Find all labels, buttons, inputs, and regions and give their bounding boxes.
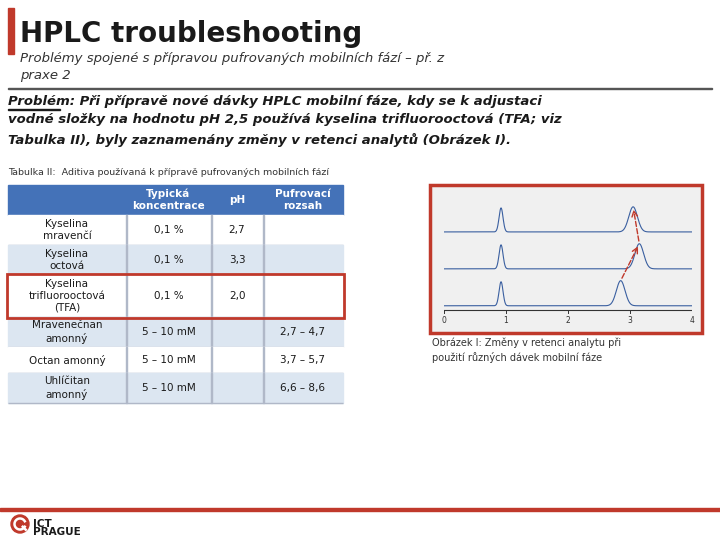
Text: Typická
koncentrace: Typická koncentrace [132, 189, 205, 211]
Bar [8, 109, 60, 110]
Text: Kyselina
octová: Kyselina octová [45, 249, 89, 271]
Text: 0,1 %: 0,1 % [153, 255, 184, 265]
Bar [430, 185, 702, 333]
Bar [8, 245, 343, 275]
Bar [8, 347, 343, 373]
Bar [430, 185, 702, 333]
Text: ICT: ICT [33, 519, 52, 529]
Bar [0, 508, 720, 510]
Text: 5 – 10 mM: 5 – 10 mM [142, 383, 195, 393]
Text: Problémy spojené s přípravou pufrovaných mobilních fází – př. z
praxe 2: Problémy spojené s přípravou pufrovaných… [20, 52, 444, 83]
Bar [8, 275, 343, 317]
Text: Kyselina
trifluorooctová
(TFA): Kyselina trifluorooctová (TFA) [29, 279, 105, 313]
Text: 3,3: 3,3 [229, 255, 246, 265]
Text: 6,6 – 8,6: 6,6 – 8,6 [281, 383, 325, 393]
Text: pH: pH [229, 195, 245, 205]
Text: Obrázek I: Změny v retenci analytu při
použití různých dávek mobilní fáze: Obrázek I: Změny v retenci analytu při p… [432, 338, 621, 363]
Text: 5 – 10 mM: 5 – 10 mM [142, 327, 195, 337]
Text: 3: 3 [628, 316, 632, 325]
Bar [8, 88, 712, 89]
Text: Pufrovací
rozsah: Pufrovací rozsah [275, 189, 331, 211]
Text: HPLC troubleshooting: HPLC troubleshooting [20, 20, 362, 48]
Circle shape [11, 515, 29, 533]
Text: Tabulka II:  Aditiva používaná k přípravě pufrovaných mobilních fází: Tabulka II: Aditiva používaná k přípravě… [8, 168, 329, 177]
Text: 3,7 – 5,7: 3,7 – 5,7 [281, 355, 325, 365]
Text: 2: 2 [566, 316, 570, 325]
Bar [8, 8, 14, 54]
Bar [7, 274, 344, 318]
Text: Kyselina
mravenčí: Kyselina mravenčí [42, 219, 91, 241]
Text: Mravenečnan
amonný: Mravenečnan amonný [32, 320, 102, 343]
Text: Uhlíčitan
amonný: Uhlíčitan amonný [44, 376, 90, 400]
Bar [8, 185, 343, 215]
Text: Problém: Při přípravě nové dávky HPLC mobilní fáze, kdy se k adjustaci
vodné slo: Problém: Při přípravě nové dávky HPLC mo… [8, 95, 562, 146]
Text: 2,7: 2,7 [229, 225, 246, 235]
Text: 5 – 10 mM: 5 – 10 mM [142, 355, 195, 365]
Bar [8, 317, 343, 347]
Text: 1: 1 [503, 316, 508, 325]
Text: 4: 4 [690, 316, 694, 325]
Text: 2,0: 2,0 [229, 291, 246, 301]
Bar [8, 215, 343, 245]
Bar [8, 373, 343, 403]
Text: 0,1 %: 0,1 % [153, 291, 184, 301]
Text: 0,1 %: 0,1 % [153, 225, 184, 235]
Text: Octan amonný: Octan amonný [29, 354, 105, 366]
Text: 2,7 – 4,7: 2,7 – 4,7 [281, 327, 325, 337]
Text: 0: 0 [441, 316, 446, 325]
Text: PRAGUE: PRAGUE [33, 527, 81, 537]
